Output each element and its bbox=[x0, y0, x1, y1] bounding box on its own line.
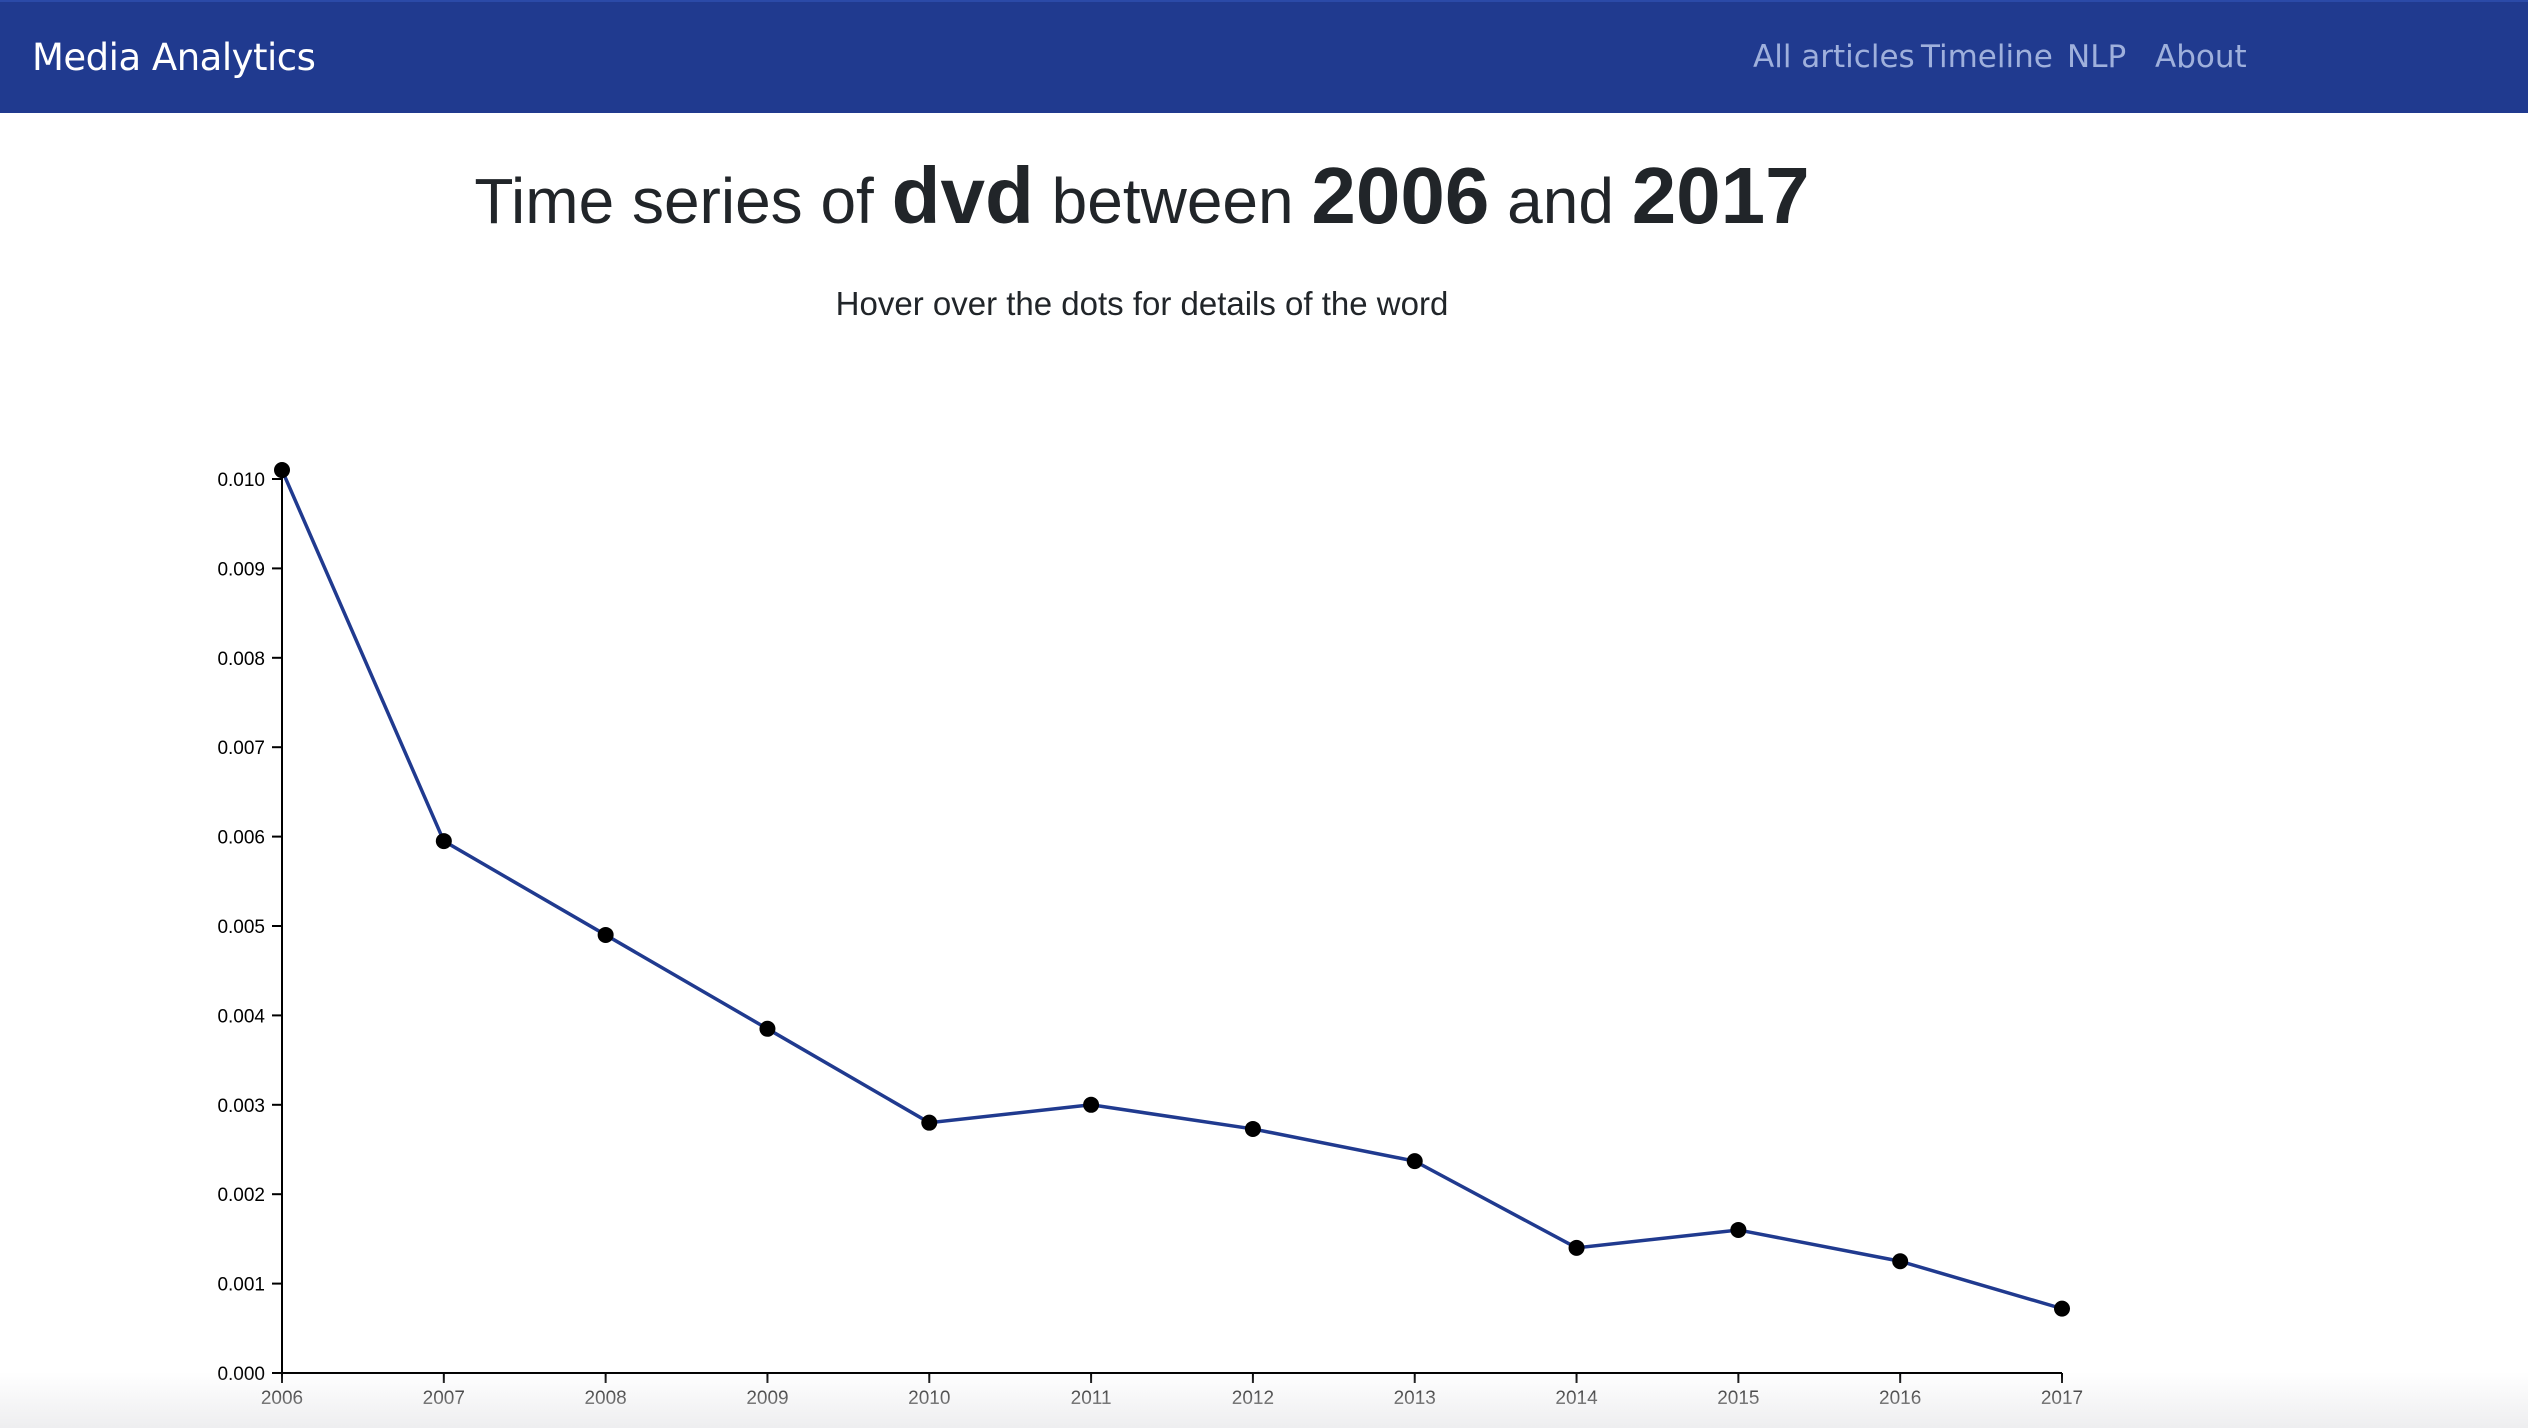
nav-links: All articles Timeline NLP About bbox=[0, 2, 2528, 113]
y-tick-label: 0.003 bbox=[217, 1096, 265, 1117]
data-point[interactable] bbox=[274, 462, 290, 479]
title-prefix: Time series of bbox=[474, 165, 874, 237]
x-tick-label: 2016 bbox=[1879, 1388, 1921, 1409]
title-start-year: 2006 bbox=[1311, 151, 1490, 240]
series-line bbox=[280, 469, 2063, 1311]
x-tick-label: 2007 bbox=[423, 1388, 465, 1409]
brand-logo[interactable]: Media Analytics bbox=[32, 36, 316, 79]
y-tick-label: 0.002 bbox=[217, 1185, 265, 1206]
x-tick-label: 2009 bbox=[746, 1388, 788, 1409]
nav-link-timeline[interactable]: Timeline bbox=[1921, 39, 2053, 75]
y-tick-label: 0.004 bbox=[217, 1006, 265, 1027]
x-tick-label: 2013 bbox=[1394, 1388, 1436, 1409]
nav-link-all-articles[interactable]: All articles bbox=[1753, 39, 1915, 75]
x-tick-label: 2008 bbox=[584, 1388, 626, 1409]
y-tick-label: 0.000 bbox=[217, 1364, 265, 1385]
title-and: and bbox=[1507, 165, 1614, 237]
x-tick-label: 2010 bbox=[908, 1388, 950, 1409]
data-point[interactable] bbox=[1892, 1253, 1909, 1270]
y-tick-label: 0.009 bbox=[217, 559, 265, 580]
y-tick-label: 0.010 bbox=[217, 470, 265, 491]
y-tick-label: 0.001 bbox=[217, 1275, 265, 1296]
data-point[interactable] bbox=[597, 926, 614, 943]
y-tick-label: 0.007 bbox=[217, 738, 265, 759]
title-between: between bbox=[1051, 165, 1294, 237]
title-word: dvd bbox=[891, 151, 1034, 240]
x-tick-label: 2011 bbox=[1071, 1388, 1112, 1409]
x-tick-label: 2015 bbox=[1717, 1388, 1759, 1409]
x-tick-label: 2014 bbox=[1555, 1388, 1598, 1409]
y-tick-label: 0.006 bbox=[217, 828, 265, 849]
data-point[interactable] bbox=[1730, 1221, 1747, 1238]
data-point[interactable] bbox=[2054, 1300, 2070, 1317]
navbar: Media Analytics All articles Timeline NL… bbox=[0, 0, 2528, 113]
y-tick-label: 0.005 bbox=[217, 917, 265, 938]
title-end-year: 2017 bbox=[1631, 151, 1810, 240]
x-tick-label: 2012 bbox=[1232, 1388, 1274, 1409]
page-subtitle: Hover over the dots for details of the w… bbox=[835, 285, 1449, 322]
data-point[interactable] bbox=[1406, 1153, 1423, 1170]
nav-link-about[interactable]: About bbox=[2155, 39, 2247, 75]
data-point[interactable] bbox=[1568, 1239, 1585, 1256]
data-point[interactable] bbox=[1244, 1120, 1261, 1137]
x-tick-label: 2006 bbox=[261, 1388, 303, 1409]
data-point[interactable] bbox=[759, 1020, 776, 1037]
data-point[interactable] bbox=[1083, 1096, 1100, 1113]
data-point[interactable] bbox=[435, 833, 452, 850]
data-point[interactable] bbox=[921, 1114, 938, 1131]
nav-link-nlp[interactable]: NLP bbox=[2067, 39, 2127, 75]
x-tick-label: 2017 bbox=[2041, 1388, 2083, 1409]
y-tick-label: 0.008 bbox=[217, 649, 265, 670]
page-title: Time series of dvd between 2006 and 2017 bbox=[0, 150, 2284, 242]
